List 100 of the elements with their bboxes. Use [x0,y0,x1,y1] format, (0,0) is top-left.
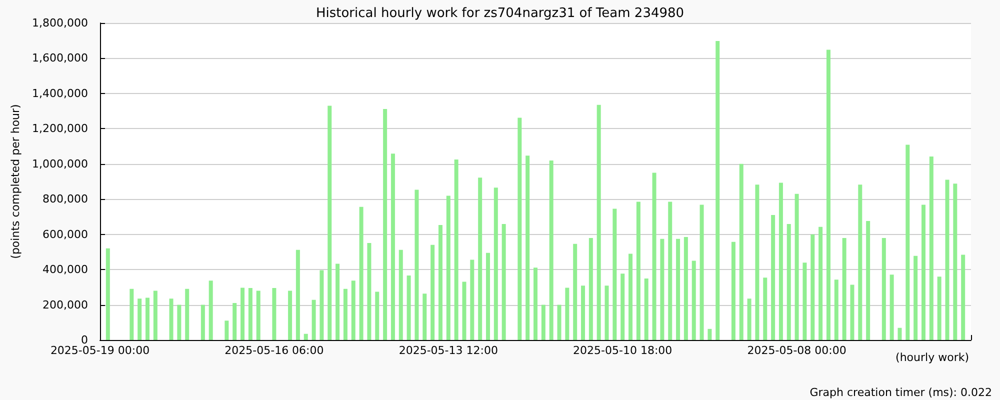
bar [596,104,601,340]
bar [272,288,276,340]
bar [406,276,411,340]
y-tick-label: 800,000 [42,192,88,206]
bar [494,188,498,340]
bar [248,288,252,340]
bar [232,303,237,340]
bar [367,242,372,340]
x-axis-title: (hourly work) [896,351,970,364]
bar [351,280,356,340]
bar [802,262,807,340]
y-tick-label: 400,000 [42,263,88,276]
bar [914,256,918,340]
bar [359,206,364,340]
bar [541,304,546,340]
bar [708,328,712,340]
y-tick-label: 1,000,000 [32,157,88,170]
y-tick-label: 1,800,000 [32,16,88,30]
y-tick-label: 1,200,000 [32,122,88,136]
bar [842,238,846,340]
y-tick-label: 1,600,000 [32,52,88,65]
bar [438,225,442,340]
bar [660,238,664,340]
bar [834,280,838,340]
bar [929,156,934,340]
bar [534,268,538,340]
bar [478,178,482,340]
bar [312,300,316,340]
bar [890,274,894,340]
bar [588,238,593,340]
x-tick-label: 2025-05-08 00:00 [747,344,846,357]
x-tick-label: 2025-05-16 06:00 [224,344,324,357]
bar [549,160,554,340]
bar [850,284,854,340]
bar [224,320,229,340]
bar [304,334,308,340]
bar [454,159,458,340]
bar [763,278,768,340]
bar [177,304,182,340]
x-tick-label: 2025-05-19 00:00 [50,344,150,357]
bar [644,278,648,340]
bar [786,224,791,340]
x-tick-label: 2025-05-10 18:00 [573,344,672,357]
bar [858,184,862,340]
bar [755,184,760,340]
bar [953,184,958,340]
bar [810,234,815,340]
bar [185,288,190,340]
bar [240,288,245,340]
bar [581,286,586,340]
y-tick-label: 600,000 [42,228,88,241]
chart-title: Historical hourly work for zs704nargz31 of Team 234980 [316,6,684,21]
bar [921,204,926,340]
bar [502,224,506,340]
y-tick-label: 1,400,000 [32,86,88,100]
y-tick-label: 0 [81,334,88,346]
bar [296,250,300,340]
bar [961,254,966,340]
bar [336,264,340,340]
bar [945,180,950,340]
bar [739,164,744,340]
bar [130,288,134,340]
bar [414,190,419,340]
y-axis-title: (points completed per hour) [9,104,22,259]
bar [604,286,609,340]
text: Graph creation timer (ms): 0.022 [810,386,992,399]
bar [866,220,870,340]
bar [430,244,435,340]
bar [937,276,942,340]
bar [169,298,174,340]
bar [146,298,150,340]
bar [106,248,110,340]
bar [612,208,617,340]
bar [906,144,910,340]
bar [486,252,490,340]
bar [565,288,570,340]
bar [200,304,205,340]
bar [138,298,142,340]
bar [383,108,388,340]
bar [557,304,562,340]
bar [288,290,292,340]
bar [208,280,213,340]
bar [818,226,823,340]
bar [771,214,776,340]
bar [573,244,578,340]
bar [320,270,324,340]
bar [398,250,403,340]
bar [518,118,522,340]
bar [716,40,720,340]
bar [778,182,783,340]
bar [390,154,395,340]
bar [668,202,672,340]
x-tick-label: 2025-05-13 12:00 [398,344,498,357]
bar [620,274,625,340]
y-tick-label: 200,000 [42,298,88,312]
bar [343,288,348,340]
bar [882,238,886,340]
bar [628,254,633,340]
bar [898,328,902,340]
bar [636,202,640,340]
